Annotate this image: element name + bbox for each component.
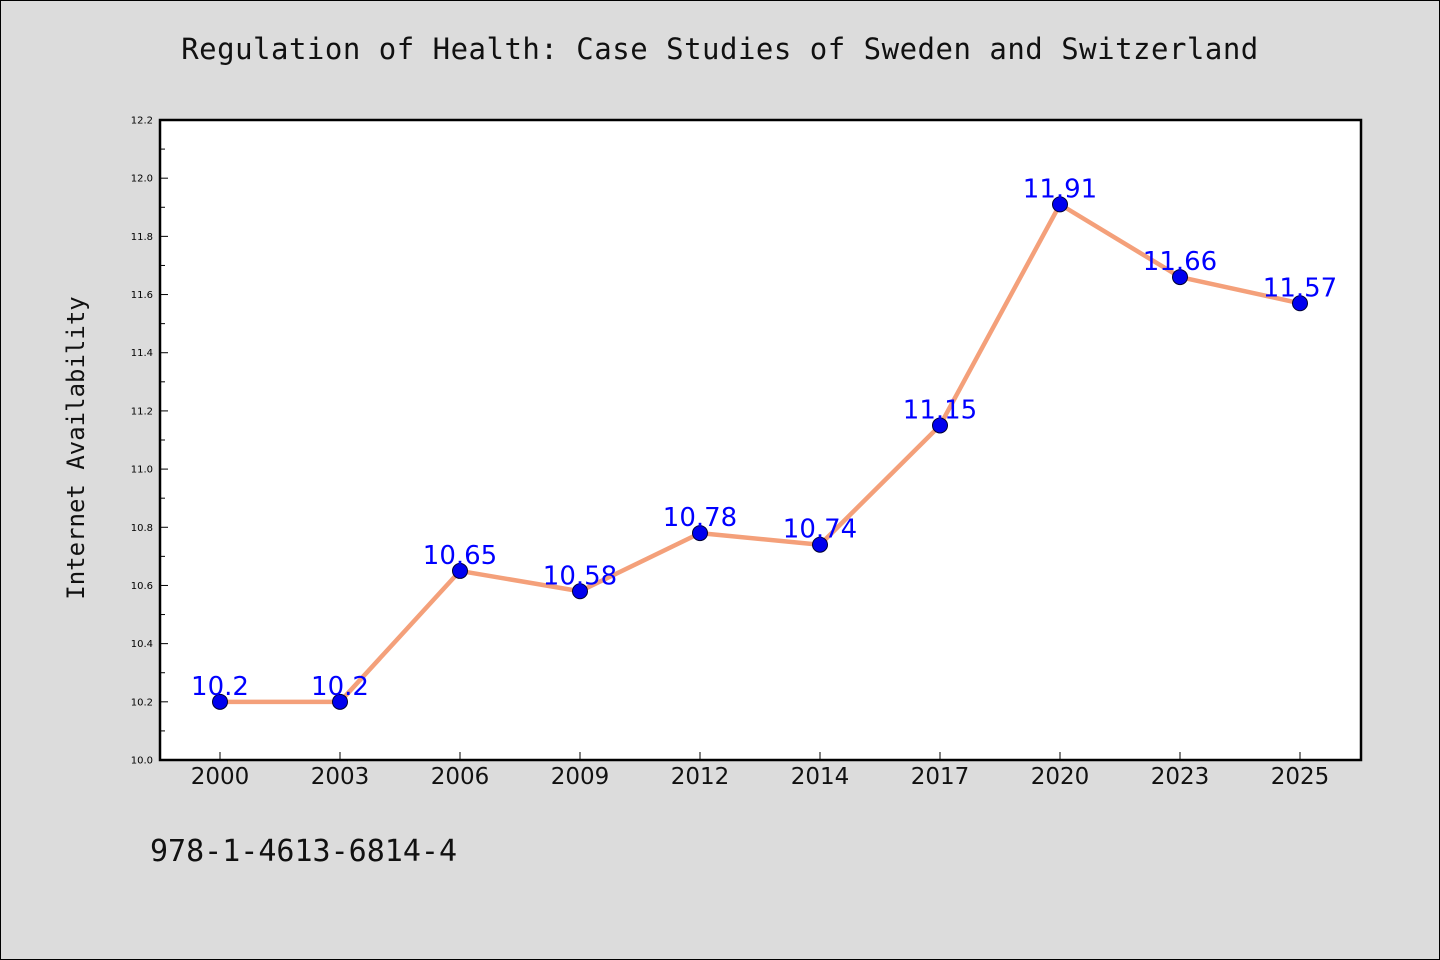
data-label: 10.2 — [311, 672, 369, 702]
y-tick-label: 10.6 — [131, 581, 153, 592]
data-point — [932, 417, 948, 434]
chart-title: Regulation of Health: Case Studies of Sw… — [181, 32, 1259, 66]
isbn-text: 978-1-4613-6814-4 — [150, 834, 458, 869]
series-layer: 10.2 10.2 10.65 10.58 10.78 10.74 11.15 11.91 11… — [191, 174, 1337, 710]
x-tick-label: 2006 — [431, 764, 490, 790]
data-point — [572, 583, 588, 600]
y-tick-label: 11.0 — [131, 465, 153, 476]
y-tick-label: 10.2 — [131, 697, 153, 708]
plot-area — [158, 118, 1363, 762]
data-label: 10.78 — [663, 503, 737, 533]
data-label: 11.57 — [1263, 273, 1337, 303]
y-tick-label: 12.0 — [131, 174, 153, 185]
series-line — [217, 202, 1303, 705]
x-tick-label: 2009 — [551, 764, 610, 790]
y-tick-label: 12.2 — [131, 116, 153, 127]
x-tick-label: 2017 — [911, 764, 970, 790]
data-point — [212, 693, 228, 710]
x-tick-label: 2012 — [671, 764, 730, 790]
data-label: 10.2 — [191, 672, 249, 702]
data-point — [452, 562, 468, 579]
data-point — [692, 525, 708, 542]
y-tick-label: 11.2 — [131, 406, 153, 417]
y-tick-label: 11.4 — [131, 348, 153, 359]
y-axis: 10.0 10.2 10.4 10.6 10.8 11.0 11.2 11.4 11.6 11.8… — [131, 116, 168, 767]
y-tick-label: 11.8 — [131, 232, 153, 243]
y-tick-label: 10.8 — [131, 523, 153, 534]
data-point — [812, 536, 828, 553]
x-tick-label: 2003 — [311, 764, 370, 790]
data-point — [1172, 269, 1188, 286]
x-tick-label: 2025 — [1271, 764, 1330, 790]
y-tick-label: 11.6 — [131, 290, 153, 301]
data-label: 11.66 — [1143, 247, 1217, 277]
x-tick-label: 2000 — [191, 764, 250, 790]
y-tick-label: 10.4 — [131, 639, 153, 650]
data-point — [1052, 196, 1068, 213]
data-point — [332, 693, 348, 710]
data-label: 10.58 — [543, 561, 617, 591]
data-label: 10.74 — [783, 515, 857, 545]
y-tick-label: 10.0 — [131, 756, 153, 767]
x-tick-label: 2023 — [1151, 764, 1210, 790]
x-tick-label: 2014 — [791, 764, 850, 790]
data-label: 11.15 — [903, 395, 977, 425]
data-point — [1292, 295, 1308, 312]
y-axis-label: Internet Availability — [62, 296, 90, 599]
x-axis: 2000 2003 2006 2009 2012 2014 2017 2020 2023 2025 — [191, 752, 1330, 790]
x-tick-label: 2020 — [1031, 764, 1090, 790]
data-label: 10.65 — [423, 541, 497, 571]
data-label: 11.91 — [1023, 174, 1097, 204]
